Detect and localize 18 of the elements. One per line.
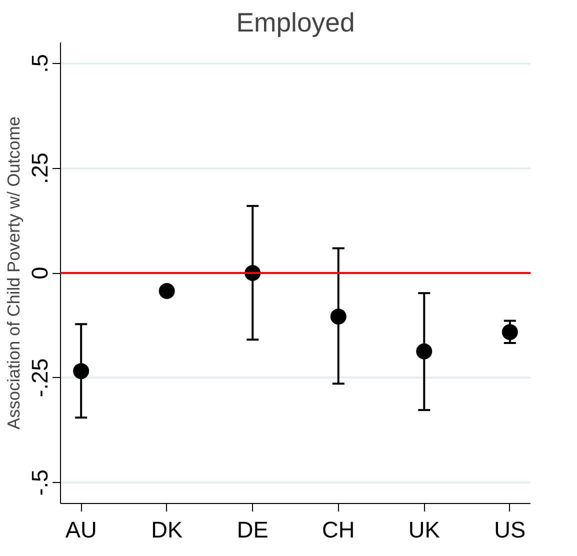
y-tick-label: .25 [26, 152, 52, 184]
y-axis-title: Association of Child Poverty w/ Outcome [4, 116, 24, 430]
chart-title: Employed [236, 8, 355, 38]
y-tick-label: -.5 [26, 469, 52, 496]
x-tick-label: AU [65, 516, 97, 542]
point [416, 343, 432, 360]
y-tick-label: -.25 [26, 358, 52, 398]
point [73, 363, 90, 380]
x-tick-label: DE [236, 516, 268, 542]
x-tick-label: US [494, 516, 526, 542]
x-tick-label: DK [151, 516, 183, 542]
x-tick-label: UK [408, 516, 440, 542]
point [502, 324, 518, 340]
point [330, 308, 346, 325]
y-tick-label: .5 [26, 54, 52, 73]
y-tick-label: 0 [26, 266, 52, 280]
x-tick-label: CH [322, 516, 355, 542]
point [158, 283, 175, 300]
